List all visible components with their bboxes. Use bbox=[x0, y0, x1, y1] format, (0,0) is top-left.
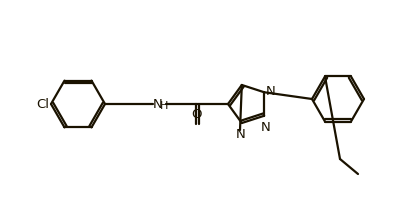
Text: Cl: Cl bbox=[36, 98, 49, 110]
Text: O: O bbox=[191, 108, 201, 121]
Text: N: N bbox=[260, 121, 270, 134]
Text: N: N bbox=[236, 128, 246, 141]
Text: N: N bbox=[153, 99, 163, 112]
Text: N: N bbox=[266, 85, 276, 98]
Text: H: H bbox=[160, 101, 168, 111]
